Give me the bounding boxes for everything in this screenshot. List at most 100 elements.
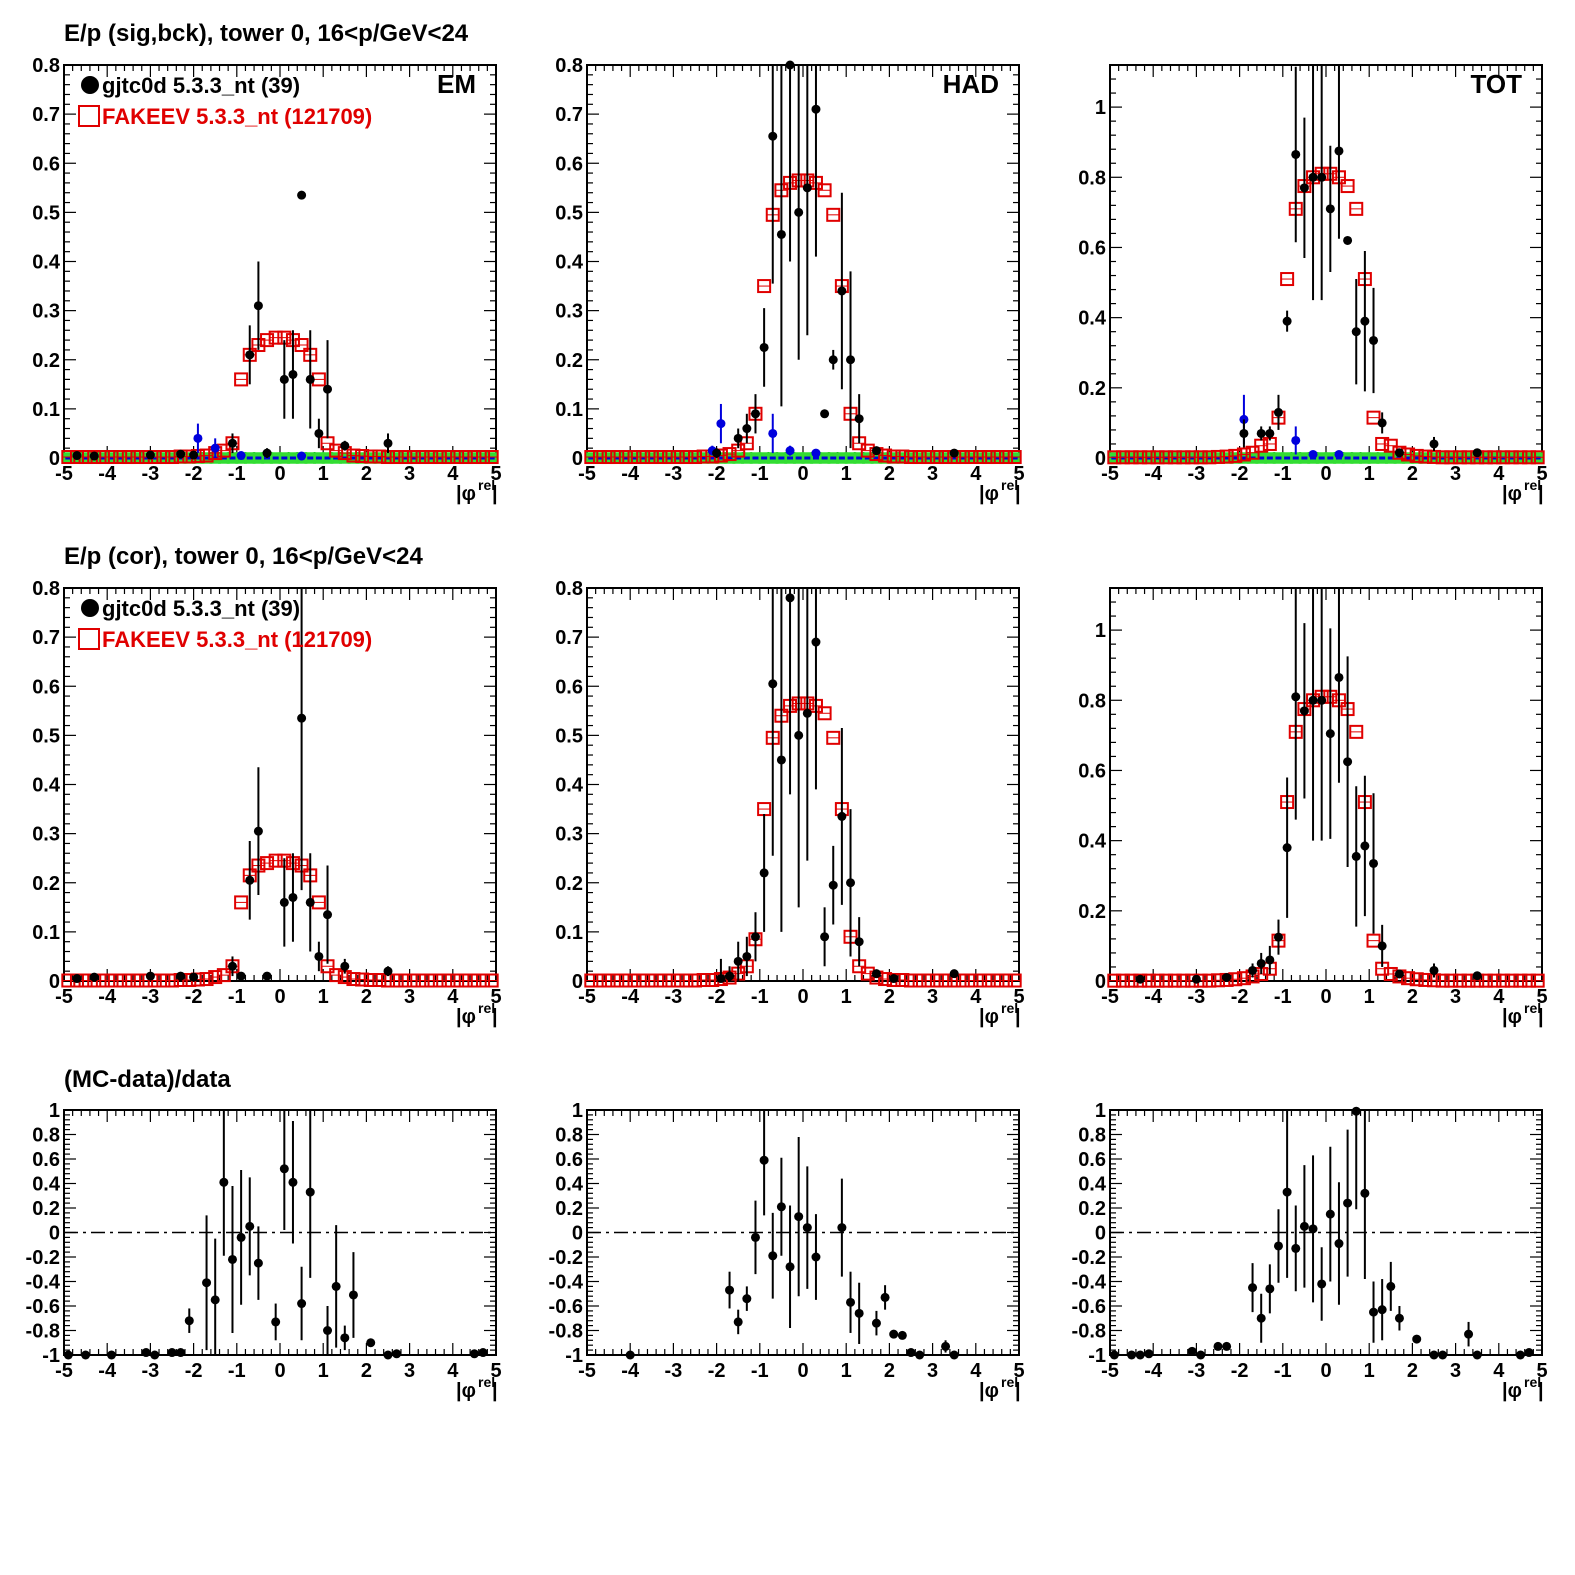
data-point bbox=[262, 971, 272, 981]
data-point bbox=[1291, 692, 1301, 702]
data-point bbox=[1256, 1313, 1266, 1323]
data-point bbox=[1144, 1349, 1154, 1359]
data-point bbox=[297, 1299, 307, 1309]
data-point bbox=[1472, 971, 1482, 981]
y-tick-label: -0.4 bbox=[1072, 1272, 1107, 1294]
x-axis-label: |φ bbox=[979, 1380, 999, 1402]
data-point bbox=[1265, 1284, 1275, 1294]
x-tick-label: 1 bbox=[318, 986, 329, 1008]
x-tick-label: -5 bbox=[55, 986, 73, 1008]
x-tick-label: -2 bbox=[1231, 986, 1249, 1008]
y-tick-label: -0.4 bbox=[26, 1272, 61, 1294]
data-point bbox=[846, 878, 856, 888]
data-point bbox=[889, 974, 899, 984]
y-tick-label: 0 bbox=[49, 1223, 60, 1245]
baseline-marker bbox=[792, 452, 805, 464]
data-point bbox=[236, 971, 246, 981]
data-point bbox=[1308, 172, 1318, 182]
row-title-sig-bck: E/p (sig,bck), tower 0, 16<p/GeV<24 bbox=[64, 20, 469, 47]
data-point bbox=[794, 730, 804, 740]
data-point bbox=[949, 448, 959, 458]
data-point bbox=[854, 414, 864, 424]
legend-data-label: gjtc0d 5.3.3_nt (39) bbox=[102, 73, 300, 98]
data-point bbox=[314, 428, 324, 438]
legend-mc-label: FAKEEV 5.3.3_nt (121709) bbox=[102, 104, 372, 129]
blue-point bbox=[236, 451, 246, 461]
data-point bbox=[176, 971, 186, 981]
x-tick-label: 0 bbox=[1320, 463, 1331, 485]
data-point bbox=[1222, 972, 1232, 982]
data-point bbox=[1325, 729, 1335, 739]
data-point bbox=[1282, 843, 1292, 853]
baseline-marker bbox=[844, 452, 857, 464]
data-point bbox=[340, 1333, 350, 1343]
baseline-marker bbox=[775, 452, 788, 464]
data-point bbox=[768, 1251, 778, 1261]
data-point bbox=[776, 1202, 786, 1212]
data-point bbox=[297, 190, 307, 200]
x-axis-label-sup: rel bbox=[478, 1000, 495, 1016]
baseline-marker bbox=[741, 452, 753, 464]
x-axis-label-bar: | bbox=[1538, 1006, 1544, 1028]
data-point bbox=[150, 1350, 160, 1360]
x-tick-label: 5 bbox=[1013, 986, 1024, 1008]
x-tick-label: -5 bbox=[55, 463, 73, 485]
data-point bbox=[854, 937, 864, 947]
x-tick-label: 0 bbox=[1320, 1360, 1331, 1382]
data-point bbox=[1464, 1329, 1474, 1339]
x-tick-label: 5 bbox=[490, 986, 501, 1008]
data-point bbox=[837, 811, 847, 821]
baseline-marker bbox=[801, 452, 814, 464]
x-axis-label-sup: rel bbox=[1524, 477, 1541, 493]
data-point bbox=[1429, 965, 1439, 975]
data-point bbox=[1256, 428, 1266, 438]
data-point bbox=[759, 342, 769, 352]
data-point bbox=[828, 880, 838, 890]
y-tick-label: 0.7 bbox=[32, 627, 60, 649]
y-tick-label: 0 bbox=[572, 448, 583, 470]
data-point bbox=[846, 1297, 856, 1307]
data-point bbox=[383, 966, 393, 976]
x-tick-label: -1 bbox=[751, 463, 769, 485]
x-axis-label-bar: | bbox=[1015, 1006, 1021, 1028]
x-tick-label: -4 bbox=[1144, 463, 1163, 485]
y-tick-label: 0.4 bbox=[555, 775, 584, 797]
blue-point bbox=[1334, 449, 1344, 459]
data-point bbox=[1317, 1279, 1327, 1289]
x-tick-label: 3 bbox=[404, 1360, 415, 1382]
y-tick-label: 0.7 bbox=[32, 104, 60, 126]
x-tick-label: 2 bbox=[884, 1360, 895, 1382]
panel-r2c1: -5 -4 -3 -2 -1 0 1 2 3 4 5-1-0.8-0.6-0.4-0.200.20.… bbox=[549, 1100, 1025, 1402]
data-point bbox=[949, 1350, 959, 1360]
y-tick-label: 0.6 bbox=[555, 1149, 583, 1171]
y-tick-label: 0.6 bbox=[1078, 237, 1106, 259]
y-tick-label: 0.7 bbox=[555, 627, 583, 649]
data-point bbox=[1187, 1346, 1197, 1356]
x-tick-label: 2 bbox=[884, 986, 895, 1008]
x-axis-label: |φ bbox=[1502, 1006, 1522, 1028]
data-point bbox=[1248, 965, 1258, 975]
x-axis-label-sup: rel bbox=[1524, 1000, 1541, 1016]
baseline-marker bbox=[1367, 452, 1380, 464]
x-tick-label: 1 bbox=[1364, 1360, 1375, 1382]
x-tick-label: -3 bbox=[142, 1360, 160, 1382]
x-tick-label: -4 bbox=[98, 1360, 117, 1382]
y-tick-label: 0.1 bbox=[555, 922, 583, 944]
data-point bbox=[837, 286, 847, 296]
data-point bbox=[1282, 1187, 1292, 1197]
data-point bbox=[871, 446, 881, 456]
data-point bbox=[837, 1223, 847, 1233]
data-point bbox=[63, 1350, 73, 1360]
data-point bbox=[1377, 941, 1387, 951]
y-tick-label: 0.8 bbox=[555, 55, 583, 77]
blue-point bbox=[785, 446, 795, 456]
data-point bbox=[89, 972, 99, 982]
data-point bbox=[383, 1350, 393, 1360]
data-point bbox=[1317, 695, 1327, 705]
x-axis-label-bar: | bbox=[492, 1380, 498, 1402]
x-tick-label: -1 bbox=[1274, 463, 1292, 485]
data-point bbox=[1127, 1350, 1137, 1360]
data-point bbox=[1299, 183, 1309, 193]
baseline-marker bbox=[1359, 452, 1371, 464]
x-tick-label: 3 bbox=[1450, 1360, 1461, 1382]
